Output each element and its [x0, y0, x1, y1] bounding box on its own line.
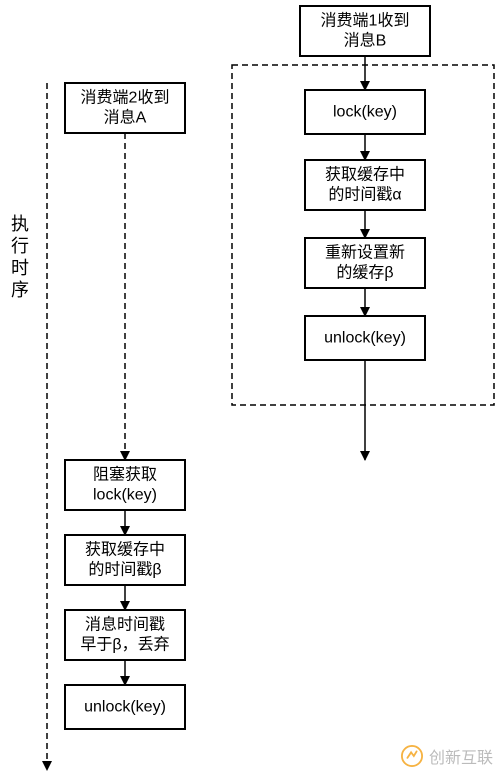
- watermark-icon: [401, 745, 423, 767]
- svg-text:lock(key): lock(key): [93, 486, 157, 503]
- svg-text:获取缓存中: 获取缓存中: [325, 165, 405, 183]
- right-node: 获取缓存中的时间戳α: [305, 160, 425, 210]
- right-node: 消费端1收到消息B: [300, 6, 430, 56]
- svg-text:消息A: 消息A: [104, 108, 147, 126]
- flowchart-canvas: 执行时序消费端1收到消息Block(key)获取缓存中的时间戳α重新设置新的缓存…: [0, 0, 501, 780]
- timeline-label-char: 执: [11, 214, 29, 234]
- svg-text:lock(key): lock(key): [333, 103, 397, 120]
- left-node: unlock(key): [65, 685, 185, 729]
- svg-text:的时间戳α: 的时间戳α: [328, 185, 401, 203]
- left-node: 阻塞获取 lock(key): [65, 460, 185, 510]
- svg-text:的缓存β: 的缓存β: [336, 263, 393, 281]
- timeline-label-char: 序: [11, 280, 29, 300]
- svg-text:早于β，丢弃: 早于β，丢弃: [80, 635, 169, 653]
- svg-text:的时间戳β: 的时间戳β: [88, 560, 161, 578]
- timeline-label-char: 行: [11, 236, 29, 256]
- svg-text:unlock(key): unlock(key): [324, 329, 406, 346]
- watermark: 创新互联: [401, 744, 493, 768]
- svg-text:消费端1收到: 消费端1收到: [321, 11, 410, 29]
- svg-text:消费端2收到: 消费端2收到: [81, 88, 170, 106]
- svg-text:获取缓存中: 获取缓存中: [85, 540, 165, 558]
- left-node: 获取缓存中的时间戳β: [65, 535, 185, 585]
- left-node: 消费端2收到消息A: [65, 83, 185, 133]
- right-node: 重新设置新的缓存β: [305, 238, 425, 288]
- left-node: 消息时间戳早于β，丢弃: [65, 610, 185, 660]
- svg-text:消息时间戳: 消息时间戳: [85, 615, 165, 633]
- watermark-text: 创新互联: [429, 744, 493, 768]
- svg-text:消息B: 消息B: [344, 31, 387, 49]
- right-node: unlock(key): [305, 316, 425, 360]
- timeline-label-char: 时: [11, 258, 29, 278]
- svg-text:unlock(key): unlock(key): [84, 698, 166, 715]
- svg-text:重新设置新: 重新设置新: [325, 243, 405, 261]
- right-node: lock(key): [305, 90, 425, 134]
- svg-text:阻塞获取: 阻塞获取: [93, 465, 157, 483]
